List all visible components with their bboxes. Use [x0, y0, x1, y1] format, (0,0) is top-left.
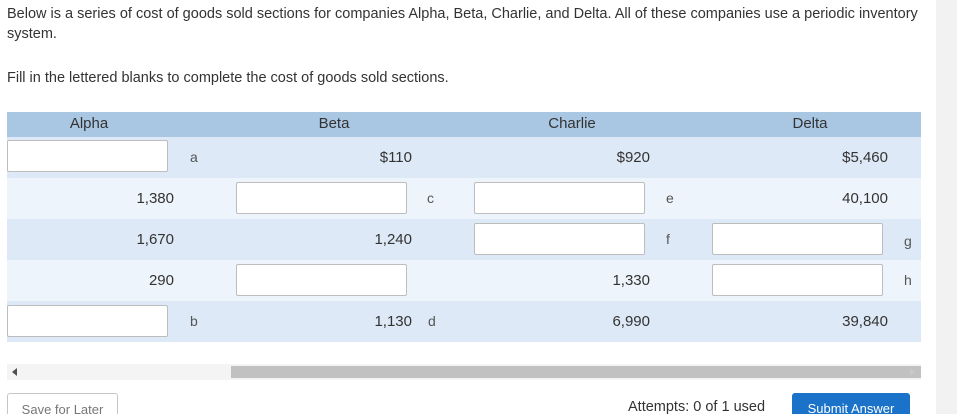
header-alpha: Alpha — [69, 115, 109, 132]
header-delta: Delta — [792, 115, 828, 132]
scrollbar-thumb[interactable] — [231, 366, 921, 378]
table-row: a $110 $920 $5,460 — [7, 137, 921, 178]
blank-a-input[interactable] — [7, 140, 168, 172]
save-for-later-button[interactable]: Save for Later — [7, 393, 118, 414]
charlie-value: 1,330 — [612, 272, 650, 289]
blank-beta-input[interactable] — [236, 264, 407, 296]
table-header: Alpha Beta Charlie Delta — [7, 112, 921, 137]
alpha-value: 290 — [148, 272, 174, 289]
charlie-value: $920 — [616, 149, 650, 166]
charlie-value: 6,990 — [612, 313, 650, 330]
table-row: 290 1,330 h — [7, 260, 921, 301]
cogs-table: Alpha Beta Charlie Delta a $110 $920 $5,… — [7, 112, 921, 342]
blank-g-input[interactable] — [712, 223, 883, 255]
blank-h-input[interactable] — [712, 264, 883, 296]
blank-letter: f — [666, 231, 670, 247]
blank-f-input[interactable] — [474, 223, 645, 255]
header-charlie: Charlie — [548, 115, 596, 132]
blank-letter: e — [666, 190, 674, 206]
blank-c-input[interactable] — [236, 182, 407, 214]
beta-value: 1,240 — [374, 231, 412, 248]
blank-letter: a — [190, 149, 198, 165]
right-gutter — [936, 0, 957, 414]
blank-letter: h — [904, 272, 912, 288]
alpha-value: 1,380 — [136, 190, 174, 207]
beta-value: 1,130 — [374, 313, 412, 330]
table-row: 1,380 c e 40,100 — [7, 178, 921, 219]
header-beta: Beta — [318, 115, 350, 132]
blank-letter: c — [427, 190, 434, 206]
table-row: 1,670 1,240 f g — [7, 219, 921, 260]
scroll-right-arrow-icon[interactable] — [910, 368, 915, 376]
attempts-counter: Attempts: 0 of 1 used — [628, 399, 766, 414]
instruction-text: Fill in the lettered blanks to complete … — [7, 70, 449, 86]
delta-value: 39,840 — [842, 313, 888, 330]
alpha-value: 1,670 — [136, 231, 174, 248]
submit-answer-button[interactable]: Submit Answer — [792, 393, 910, 414]
blank-letter: g — [904, 233, 912, 249]
blank-e-input[interactable] — [474, 182, 645, 214]
beta-value: $110 — [379, 149, 412, 166]
scroll-left-arrow-icon[interactable] — [12, 368, 17, 376]
table-row: b 1,130 d 6,990 39,840 — [7, 301, 921, 342]
blank-letter: b — [190, 313, 198, 329]
delta-value: 40,100 — [842, 190, 888, 207]
blank-letter: d — [428, 313, 436, 329]
blank-b-input[interactable] — [7, 305, 168, 337]
intro-text: Below is a series of cost of goods sold … — [7, 6, 918, 42]
horizontal-scrollbar[interactable] — [7, 364, 921, 380]
delta-value: $5,460 — [842, 149, 888, 166]
